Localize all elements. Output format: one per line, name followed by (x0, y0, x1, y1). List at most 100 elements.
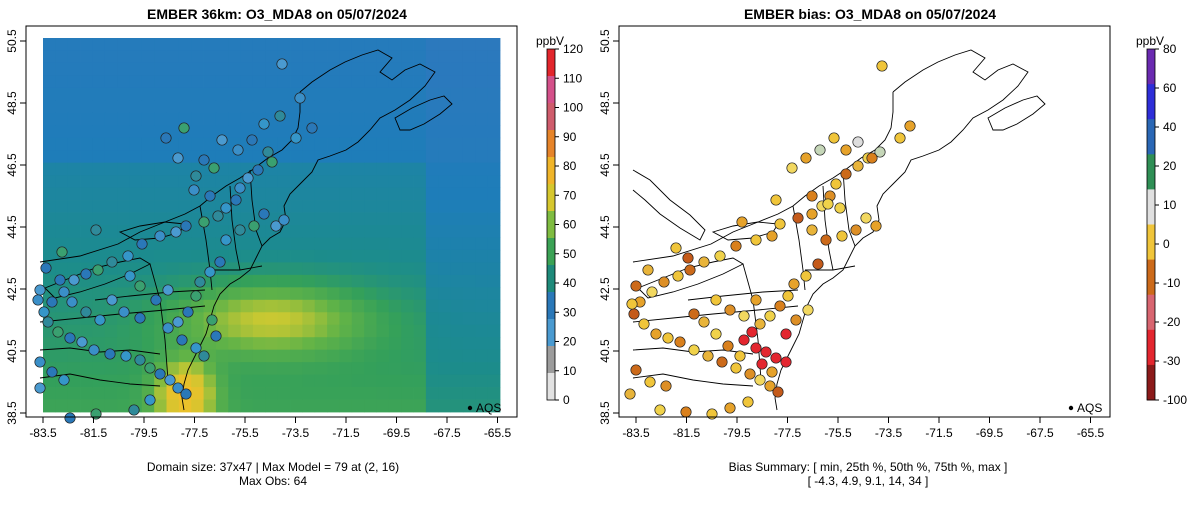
bias-point (828, 132, 840, 144)
field-cell (388, 212, 402, 226)
field-cell (339, 274, 353, 288)
field-cell (80, 200, 93, 213)
field-cell (438, 237, 451, 251)
right-colorbar-segment (1147, 329, 1155, 366)
field-cell (191, 200, 204, 213)
field-cell (277, 162, 291, 176)
field-cell (339, 374, 353, 388)
field-cell (438, 399, 451, 413)
field-cell (129, 38, 143, 51)
field-cell (364, 262, 377, 276)
field-cell (364, 274, 377, 288)
field-cell (425, 225, 439, 238)
obs-point (198, 216, 210, 228)
field-cell (302, 137, 316, 151)
field-cell (487, 100, 501, 114)
field-cell (302, 38, 316, 51)
field-cell (117, 100, 130, 114)
field-cell (228, 349, 242, 363)
field-cell (252, 287, 266, 301)
field-cell (364, 75, 377, 89)
field-cell (215, 100, 229, 114)
field-cell (43, 62, 56, 76)
field-cell (450, 112, 464, 126)
field-cell (154, 249, 167, 263)
field-cell (240, 374, 254, 388)
field-cell (438, 150, 451, 164)
field-cell (339, 249, 353, 263)
bias-point (780, 356, 792, 368)
field-cell (265, 337, 279, 351)
field-cell (327, 262, 340, 276)
field-cell (438, 287, 451, 301)
field-cell (80, 112, 93, 126)
field-cell (154, 187, 167, 201)
field-cell (240, 274, 254, 288)
bias-point (802, 304, 814, 316)
field-cell (215, 362, 229, 375)
right-ytick-label: 50.5 (598, 29, 612, 53)
field-cell (425, 75, 439, 89)
field-cell (413, 387, 427, 400)
field-cell (55, 125, 69, 139)
field-cell (364, 299, 377, 313)
right-colorbar-label: 10 (1163, 198, 1177, 212)
field-cell (401, 212, 414, 226)
field-cell (450, 287, 464, 301)
field-cell (475, 399, 489, 413)
obs-point (178, 122, 190, 134)
field-cell (191, 312, 204, 326)
obs-point (94, 314, 106, 326)
field-cell (314, 75, 328, 89)
field-cell (425, 349, 439, 363)
field-cell (265, 274, 279, 288)
bias-point (638, 318, 650, 330)
coastline-nova-scotia (987, 95, 1046, 131)
field-cell (401, 274, 414, 288)
field-cell (314, 287, 328, 301)
field-cell (129, 137, 143, 151)
field-cell (388, 249, 402, 263)
field-cell (178, 112, 192, 126)
field-cell (364, 387, 377, 400)
field-cell (290, 299, 303, 313)
obs-point (190, 342, 202, 354)
field-cell (339, 200, 353, 213)
field-cell (462, 312, 476, 326)
bias-point (876, 60, 888, 72)
field-cell (203, 299, 217, 313)
field-cell (351, 387, 365, 400)
field-cell (462, 262, 476, 276)
field-cell (67, 237, 81, 251)
obs-point (204, 190, 216, 202)
field-cell (265, 262, 279, 276)
right-xtick-label: -75.5 (824, 426, 852, 440)
field-cell (80, 324, 93, 338)
right-axes-box (618, 25, 1111, 418)
field-cell (117, 175, 130, 188)
bias-point (852, 160, 864, 172)
field-cell (154, 175, 167, 188)
field-cell (191, 387, 204, 400)
field-cell (401, 87, 414, 101)
field-cell (80, 399, 93, 413)
field-cell (376, 200, 390, 213)
left-colorbar-segment (547, 184, 555, 212)
field-cell (290, 249, 303, 263)
field-cell (364, 175, 377, 188)
field-cell (425, 212, 439, 226)
field-cell (388, 100, 402, 114)
field-cell (487, 312, 501, 326)
field-cell (351, 237, 365, 251)
field-cell (104, 362, 118, 375)
field-cell (376, 62, 390, 76)
bias-point (674, 336, 686, 348)
field-cell (401, 324, 414, 338)
field-cell (327, 187, 340, 201)
field-cell (462, 237, 476, 251)
field-cell (413, 299, 427, 313)
field-cell (364, 337, 377, 351)
field-cell (364, 399, 377, 413)
bias-point (624, 388, 636, 400)
field-cell (401, 237, 414, 251)
